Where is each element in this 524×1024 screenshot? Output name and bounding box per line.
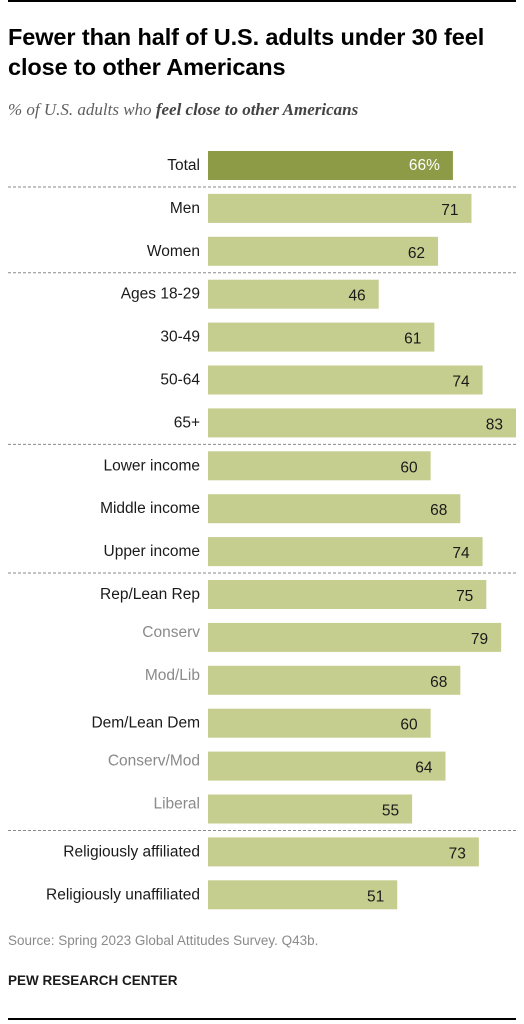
bar-rep-lean-rep [208,580,487,609]
top-rule [8,0,516,2]
chart-subtitle: % of U.S. adults who feel close to other… [8,100,518,120]
category-label-lower-income: Lower income [104,457,201,474]
bar-50-64 [208,365,483,395]
value-label-upper-income: 74 [452,545,470,562]
value-label-30-49: 61 [404,331,421,348]
bar-dem-lean-dem [208,708,431,738]
bar-total [208,151,453,180]
category-label-middle-income: Middle income [100,500,200,517]
category-label-liberal: Liberal [153,796,200,813]
value-label-total: 66% [409,157,440,174]
category-label-total: Total [167,157,200,174]
value-label-conserv: 79 [471,631,488,648]
value-label-religiously-affiliated: 73 [449,845,466,862]
value-label-conserv-mod: 64 [415,760,433,777]
bar-conserv-mod [208,751,446,781]
value-label-liberal: 55 [382,803,399,820]
bar-chart: Total 66% Men 71 Women 62 Ages 18-29 46 30-49 61 5… [8,151,516,910]
category-label-religiously-affiliated: Religiously affiliated [63,843,200,860]
category-label-religiously-unaffiliated: Religiously unaffiliated [46,886,200,903]
category-label-men: Men [170,200,200,217]
value-label-50-64: 74 [452,374,470,391]
category-label-rep-lean-rep: Rep/Lean Rep [100,586,200,603]
category-label-30-49: 30-49 [160,329,200,346]
category-label-mod-lib: Mod/Lib [145,667,200,684]
bar-65 [208,408,516,438]
category-label-dem-lean-dem: Dem/Lean Dem [91,715,200,732]
value-label-mod-lib: 68 [430,674,447,691]
value-label-religiously-unaffiliated: 51 [367,888,384,905]
bar-women [208,236,439,266]
value-label-men: 71 [441,202,458,219]
category-label-upper-income: Upper income [104,543,201,560]
category-label-conserv: Conserv [142,624,200,641]
value-label-65: 83 [486,416,503,433]
bar-religiously-affiliated [208,837,479,867]
bar-religiously-unaffiliated [208,880,398,910]
bar-middle-income [208,494,461,524]
value-label-rep-lean-rep: 75 [456,588,473,605]
bottom-rule [8,1018,516,1020]
chart-title: Fewer than half of U.S. adults under 30 … [8,24,485,80]
bar-upper-income [208,537,483,567]
source-note: Source: Spring 2023 Global Attitudes Sur… [8,933,319,948]
bar-ages-18-29 [208,279,379,309]
value-label-women: 62 [408,245,425,262]
category-label-50-64: 50-64 [160,372,200,389]
bar-lower-income [208,451,431,481]
category-label-conserv-mod: Conserv/Mod [108,753,200,770]
category-label-65: 65+ [174,414,200,431]
subtitle-emphasis: feel close to other Americans [155,100,359,119]
category-label-ages-18-29: Ages 18-29 [121,286,200,303]
brand-label: PEW RESEARCH CENTER [8,973,178,988]
bar-conserv [208,622,502,652]
value-label-ages-18-29: 46 [348,288,365,305]
bar-men [208,193,472,223]
value-label-dem-lean-dem: 60 [400,717,418,734]
value-label-lower-income: 60 [400,459,418,476]
value-label-middle-income: 68 [430,502,447,519]
bar-liberal [208,794,413,824]
subtitle-prefix: % of U.S. adults who [8,100,156,119]
category-label-women: Women [147,243,200,260]
bar-mod-lib [208,665,461,695]
bar-30-49 [208,322,435,352]
